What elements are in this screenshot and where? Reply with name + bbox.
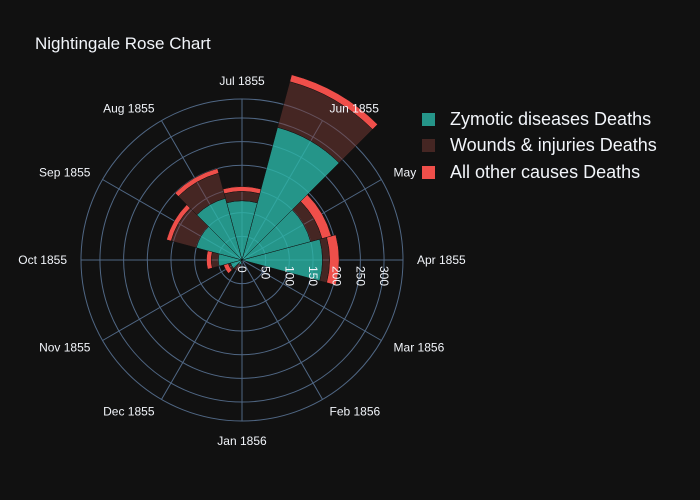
radial-tick-label: 300: [377, 266, 391, 286]
legend-item-wounds[interactable]: Wounds & injuries Deaths: [422, 133, 657, 160]
angular-tick-label: Nov 1855: [39, 341, 91, 355]
bar-other-3[interactable]: [222, 186, 262, 194]
legend-swatch-wounds: [422, 139, 435, 153]
angular-tick-label: Jun 1855: [330, 101, 380, 115]
angular-tick-label: May: [394, 166, 417, 180]
angular-gridline: [241, 259, 323, 400]
angular-tick-label: Sep 1855: [39, 166, 91, 180]
bar-other-0[interactable]: [326, 234, 340, 286]
bar-other-5[interactable]: [166, 204, 191, 242]
legend: Zymotic diseases Deaths Wounds & injurie…: [422, 106, 657, 186]
angular-gridline: [102, 259, 243, 341]
chart-title: Nightingale Rose Chart: [35, 34, 211, 53]
angular-tick-label: Jul 1855: [219, 74, 265, 88]
axis-labels: Apr 1855 May Jun 1855 Jul 1855 Aug 1855 Sep 1…: [18, 74, 466, 448]
bar-wounds-6[interactable]: [210, 251, 220, 269]
legend-label-zymotic: Zymotic diseases Deaths: [450, 108, 652, 129]
bar-wounds-8[interactable]: [233, 262, 242, 272]
bar-other-4[interactable]: [174, 168, 220, 197]
angular-gridline: [241, 259, 382, 341]
bar-other-1[interactable]: [300, 194, 332, 239]
angular-tick-label: Dec 1855: [103, 405, 155, 419]
angular-tick-label: Apr 1855: [417, 253, 466, 267]
radial-tick-label: 50: [259, 266, 273, 280]
legend-item-other[interactable]: All other causes Deaths: [422, 159, 657, 186]
radial-tick-label: 200: [330, 266, 344, 286]
angular-gridline: [161, 259, 243, 400]
radial-tick-label: 150: [306, 266, 320, 286]
radial-tick-label: 250: [353, 266, 367, 286]
angular-tick-label: Oct 1855: [18, 253, 67, 267]
bar-other-7[interactable]: [223, 263, 233, 274]
legend-label-other: All other causes Deaths: [450, 161, 641, 182]
angular-tick-label: Mar 1856: [394, 341, 445, 355]
angular-tick-label: Feb 1856: [330, 405, 381, 419]
angular-tick-label: Aug 1855: [103, 101, 155, 115]
rose-bars: [166, 74, 378, 286]
angular-tick-label: Jan 1856: [217, 434, 267, 448]
legend-swatch-other: [422, 165, 435, 179]
legend-swatch-zymotic: [422, 112, 435, 126]
legend-item-zymotic[interactable]: Zymotic diseases Deaths: [422, 106, 657, 133]
radial-tick-label: 100: [282, 266, 296, 286]
legend-label-wounds: Wounds & injuries Deaths: [450, 135, 657, 156]
bar-wounds-9[interactable]: [241, 259, 243, 263]
bar-other-2[interactable]: [289, 74, 378, 130]
radial-tick-label: 0: [235, 266, 249, 273]
bar-other-6[interactable]: [206, 250, 213, 270]
